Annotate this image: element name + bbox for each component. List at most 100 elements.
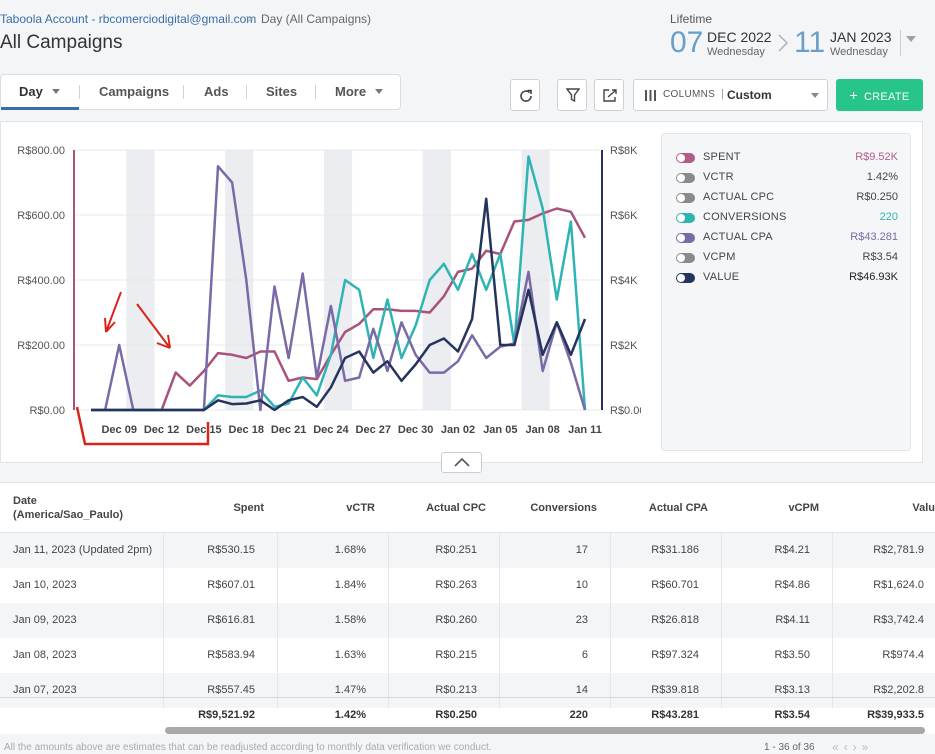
cell-vctr: 1.68% [277,533,377,568]
annotation-bracket [75,406,210,446]
toggle-switch[interactable] [676,233,695,243]
legend-item-conversions[interactable]: CONVERSIONS 220 [676,211,898,225]
toggle-switch[interactable] [676,213,695,223]
total-conversions: 220 [569,709,588,721]
x-tick-label: Jan 02 [441,424,475,436]
cell-spent: R$530.15 [163,533,266,568]
cell-conversions: 14 [499,673,599,708]
legend-value: R$9.52K [855,151,898,163]
refresh-icon [520,89,532,102]
plus-icon: + [849,87,858,103]
end-day: 11 [794,26,826,59]
view-tabs: Day Campaigns Ads Sites More [0,74,401,110]
toggle-switch[interactable] [676,153,695,163]
column-header-value[interactable]: Valu [912,501,935,514]
cell-cpc: R$0.213 [388,673,488,708]
table-row[interactable]: Jan 08, 2023 R$583.94 1.63% R$0.215 6 R$97.32… [0,638,935,673]
x-tick-label: Jan 11 [568,424,602,436]
tab-campaigns[interactable]: Campaigns [99,84,170,99]
cell-vcpm: R$3.50 [721,638,821,673]
caret-down-icon [375,89,383,94]
legend-item-actual-cpa[interactable]: ACTUAL CPA R$43.281 [676,231,898,245]
totals-row: R$9,521.92 1.42% R$0.250 220 R$43.281 R$… [0,697,935,733]
column-header-vctr[interactable]: vCTR [346,501,375,514]
date-range-label: Lifetime [670,12,713,26]
tab-separator [79,85,80,99]
x-tick-label: Dec 21 [271,424,306,436]
table-row[interactable]: Jan 07, 2023 R$557.45 1.47% R$0.213 14 R$39.8… [0,673,935,708]
cell-value: R$974.4 [832,638,935,673]
performance-chart: R$0.00 R$200.00 R$400.00 R$600.00 R$800.00 R… [17,145,641,446]
cell-conversions: 10 [499,568,599,603]
legend-name: VALUE [703,271,740,283]
date-divider [900,30,901,56]
legend-item-vctr[interactable]: VCTR 1.42% [676,171,898,185]
cell-date: Jan 07, 2023 [13,684,77,696]
breadcrumb-separator: > [246,12,254,26]
red-annotations [75,291,210,446]
columns-value: Custom [727,88,772,102]
x-tick-label: Jan 08 [526,424,560,436]
toggle-switch[interactable] [676,253,695,263]
table-row[interactable]: Jan 11, 2023 (Updated 2pm) R$530.15 1.68% R… [0,533,935,568]
y2-tick-label: R$2K [610,340,638,352]
tab-more[interactable]: More [335,75,366,109]
header-divider [0,532,935,533]
create-button[interactable]: + CREATE [836,79,923,111]
tab-sites[interactable]: Sites [266,84,298,99]
pagination-arrows[interactable]: «‹›» [832,740,874,754]
start-weekday: Wednesday [707,46,765,58]
columns-select[interactable]: COLUMNS | Custom [633,79,828,111]
column-header-actual-cpa[interactable]: Actual CPA [648,501,708,514]
cell-date: Jan 11, 2023 (Updated 2pm) [13,544,153,556]
table-row[interactable]: Jan 10, 2023 R$607.01 1.84% R$0.263 10 R$60.7… [0,568,935,603]
column-header-vcpm[interactable]: vCPM [788,501,819,514]
cell-value: R$2,202.8 [832,673,935,708]
account-link[interactable]: Taboola Account - rbcomerciodigital@gmai… [0,12,257,26]
toggle-switch[interactable] [676,193,695,203]
cell-vcpm: R$4.21 [721,533,821,568]
tab-day[interactable]: Day [19,75,43,109]
cell-cpa: R$60.701 [610,568,710,603]
toggle-switch[interactable] [676,173,695,183]
legend-item-vcpm[interactable]: VCPM R$3.54 [676,251,898,265]
column-header-conversions[interactable]: Conversions [530,501,597,514]
legend-name: VCTR [703,171,734,183]
cell-cpa: R$97.324 [610,638,710,673]
legend-item-value[interactable]: VALUE R$46.93K [676,271,898,285]
x-tick-label: Dec 15 [186,424,221,436]
tab-ads[interactable]: Ads [204,84,229,99]
caret-down-icon[interactable] [906,36,916,42]
refresh-button[interactable] [510,79,540,111]
legend-item-actual-cpc[interactable]: ACTUAL CPC R$0.250 [676,191,898,205]
export-button[interactable] [594,79,624,111]
cell-conversions: 17 [499,533,599,568]
caret-down-icon [811,93,819,98]
legend-value: R$46.93K [849,271,898,283]
cell-date: Jan 09, 2023 [13,614,77,626]
right-axis-labels: R$0.00 R$2K R$4K R$6K R$8K [610,145,641,417]
cell-conversions: 6 [499,638,599,673]
data-table: Date (America/Sao_Paulo) Spent vCTR Actu… [0,482,935,734]
horizontal-scrollbar[interactable] [165,727,925,734]
legend-item-spent[interactable]: SPENT R$9.52K [676,151,898,165]
annotation-arrow [136,303,171,349]
column-header-date[interactable]: Date (America/Sao_Paulo) [13,494,124,521]
y-tick-label: R$600.00 [17,210,65,222]
collapse-chart-button[interactable] [441,452,482,473]
y-tick-label: R$0.00 [30,405,65,417]
page-title: All Campaigns [0,32,123,53]
cell-spent: R$583.94 [163,638,266,673]
table-row[interactable]: Jan 09, 2023 R$616.81 1.58% R$0.260 23 R$26.8… [0,603,935,638]
filter-button[interactable] [557,79,587,111]
end-weekday: Wednesday [830,46,888,58]
toggle-switch[interactable] [676,273,695,283]
legend-name: VCPM [703,251,736,263]
column-header-actual-cpc[interactable]: Actual CPC [426,501,486,514]
export-icon [603,89,617,102]
legend-value: 220 [879,211,898,223]
column-header-spent[interactable]: Spent [233,501,264,514]
caret-down-icon [52,89,60,94]
x-tick-label: Dec 24 [313,424,349,436]
cell-cpa: R$39.818 [610,673,710,708]
